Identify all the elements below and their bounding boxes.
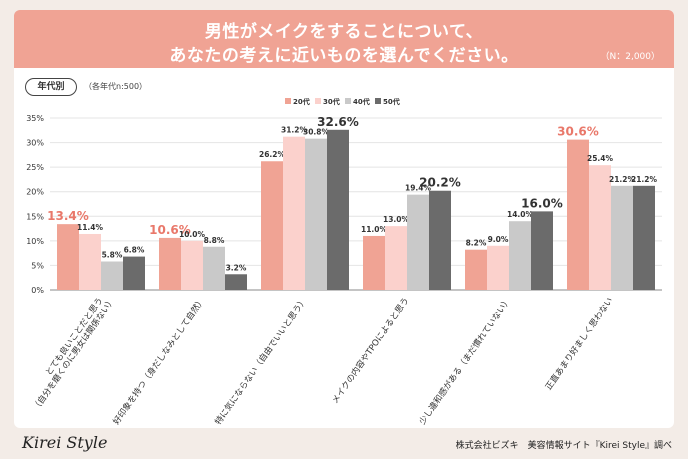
y-tick-label: 15% — [26, 212, 44, 221]
bar — [385, 226, 407, 290]
y-tick-label: 30% — [26, 139, 44, 148]
legend-label: 20代 — [293, 97, 310, 106]
bar — [225, 274, 247, 290]
bar — [57, 224, 79, 290]
bar — [589, 165, 611, 290]
data-label: 20.2% — [419, 176, 461, 190]
y-tick-label: 20% — [26, 188, 44, 197]
bar — [363, 235, 385, 290]
bar — [487, 245, 509, 290]
data-label: 14.0% — [507, 210, 534, 219]
category-label: 少し違和感がある（まだ慣れていない） — [417, 295, 514, 426]
legend-swatch — [315, 98, 321, 104]
y-tick-label: 5% — [31, 261, 44, 270]
bar — [159, 237, 181, 290]
data-label: 25.4% — [587, 154, 614, 163]
data-label: 8.8% — [204, 236, 225, 245]
data-label: 6.8% — [124, 246, 145, 255]
y-tick-label: 25% — [26, 163, 44, 172]
data-label: 21.2% — [609, 175, 636, 184]
category-label: とても良いことだと思う — [43, 295, 105, 377]
bar — [283, 136, 305, 290]
category-label: 正直あまり好ましく思わない — [543, 295, 615, 392]
bar — [509, 221, 531, 290]
bar — [465, 249, 487, 290]
legend-label: 50代 — [383, 97, 400, 106]
legend-swatch — [285, 98, 291, 104]
bar — [567, 139, 589, 290]
data-label: 19.4% — [405, 184, 432, 193]
bar — [261, 161, 283, 290]
bar — [611, 185, 633, 290]
legend-label: 40代 — [353, 97, 370, 106]
y-tick-label: 0% — [31, 286, 44, 295]
title-banner: 男性がメイクをすることについて、 あなたの考えに近いものを選んでください。 （N… — [14, 10, 674, 68]
brand-logo: Kirei Style — [22, 433, 108, 452]
legend-swatch — [345, 98, 351, 104]
bar — [101, 261, 123, 290]
category-label: メイクの内容やTPOによると思う — [330, 295, 412, 405]
age-group-tag: 年代別 — [25, 78, 77, 96]
sample-size-note: （N：2,000） — [600, 52, 661, 62]
data-label: 10.0% — [179, 230, 206, 239]
data-label: 5.8% — [102, 250, 123, 259]
data-label: 8.2% — [466, 239, 487, 248]
category-label: 好印象を持つ（身だしなみとして自然） — [111, 295, 208, 426]
category-label: （自分を磨くのに男女は関係ない） — [30, 295, 117, 413]
bar — [531, 211, 553, 290]
data-label: 30.8% — [303, 128, 330, 137]
legend-swatch — [375, 98, 381, 104]
data-label: 21.2% — [631, 175, 658, 184]
y-tick-label: 10% — [26, 237, 44, 246]
bar — [327, 129, 349, 290]
category-label: 特に気にならない（自由でいいと思う） — [213, 295, 310, 427]
bar — [429, 190, 451, 290]
bar — [305, 138, 327, 290]
data-label: 11.4% — [77, 223, 104, 232]
bar — [407, 194, 429, 290]
title-line-1: 男性がメイクをすることについて、 — [204, 22, 484, 42]
data-label: 16.0% — [521, 196, 563, 210]
sample-per-age-note: （各年代n:500） — [84, 82, 148, 91]
data-label: 11.0% — [361, 225, 388, 234]
source-credit: 株式会社ビズキ 美容情報サイト『Kirei Style』調べ — [455, 441, 672, 451]
bar — [181, 240, 203, 290]
bar — [79, 233, 101, 290]
data-label: 9.0% — [488, 235, 509, 244]
title-line-2: あなたの考えに近いものを選んでください。 — [169, 46, 519, 66]
bar — [203, 246, 225, 290]
data-label: 26.2% — [259, 150, 286, 159]
data-label: 13.4% — [47, 209, 89, 223]
data-label: 13.0% — [383, 215, 410, 224]
data-label: 30.6% — [557, 125, 599, 139]
y-tick-label: 35% — [26, 114, 44, 123]
data-label: 10.6% — [149, 223, 191, 237]
legend-label: 30代 — [323, 97, 340, 106]
data-label: 3.2% — [226, 263, 247, 272]
bar — [633, 185, 655, 290]
bar — [123, 256, 145, 290]
data-label: 31.2% — [281, 126, 308, 135]
data-label: 32.6% — [317, 115, 359, 129]
